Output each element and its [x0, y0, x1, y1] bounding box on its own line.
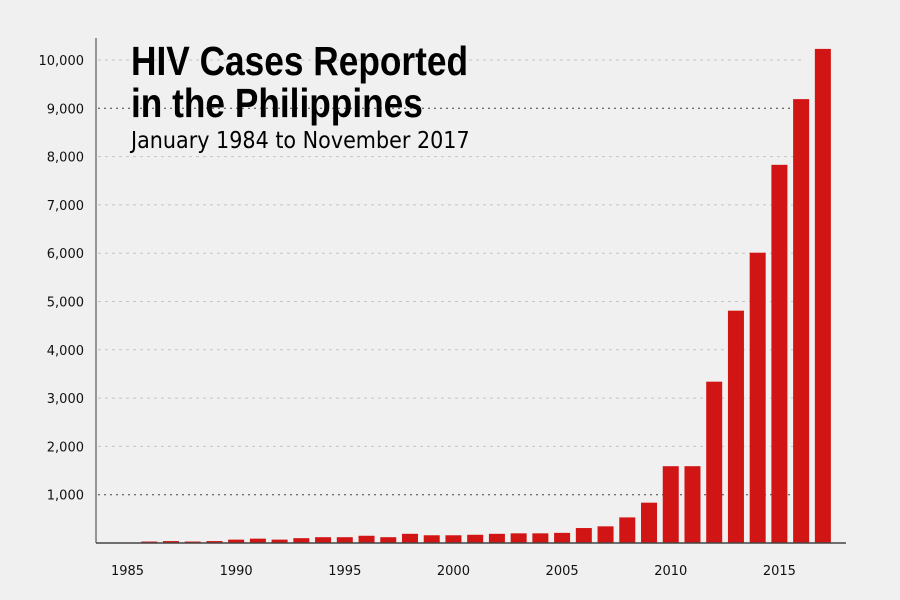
y-tick-label: 6,000: [47, 247, 84, 262]
bar-1989: [206, 541, 223, 543]
bar-2007: [597, 526, 614, 543]
bar-2004: [532, 533, 549, 543]
bar-1987: [162, 541, 179, 543]
bar-1993: [293, 538, 310, 543]
x-tick-label: 2010: [654, 564, 687, 579]
bar-2001: [467, 534, 484, 543]
y-tick-label: 8,000: [47, 151, 84, 166]
x-tick-label: 1995: [328, 564, 361, 579]
bar-2000: [445, 535, 462, 543]
y-tick-label: 3,000: [47, 392, 84, 407]
bar-1999: [423, 535, 440, 543]
y-tick-label: 4,000: [47, 344, 84, 359]
bar-1992: [271, 539, 288, 543]
bar-2014: [749, 252, 766, 544]
chart-subtitle: January 1984 to November 2017: [131, 128, 470, 154]
y-tick-label: 9,000: [47, 102, 84, 117]
bar-1997: [380, 537, 397, 543]
bar-1994: [315, 537, 332, 543]
bar-2006: [575, 528, 592, 543]
bar-2017: [814, 48, 831, 544]
chart-title-line-2: in the Philippines: [131, 80, 423, 126]
bar-1998: [401, 533, 418, 543]
y-tick-label: 10,000: [39, 54, 85, 69]
bar-2011: [684, 466, 701, 543]
chart-title-line-1: HIV Cases Reported: [131, 38, 469, 84]
bar-2002: [488, 533, 505, 543]
bar-2012: [706, 381, 723, 543]
y-tick-label: 1,000: [47, 489, 84, 504]
bar-2015: [771, 164, 788, 543]
bar-1990: [228, 539, 245, 543]
x-tick-label: 1985: [111, 564, 144, 579]
y-tick-label: 5,000: [47, 296, 84, 311]
x-tick-label: 2000: [437, 564, 470, 579]
bar-2005: [554, 532, 571, 543]
bar-2010: [662, 466, 679, 543]
bar-2016: [793, 99, 810, 544]
bar-2013: [727, 310, 744, 543]
bar-2009: [641, 502, 658, 543]
x-tick-label: 2015: [763, 564, 796, 579]
bar-1991: [249, 538, 266, 543]
x-tick-label: 2005: [546, 564, 579, 579]
bar-2003: [510, 533, 527, 543]
x-tick-label: 1990: [220, 564, 253, 579]
bar-1996: [358, 535, 375, 543]
y-tick-label: 7,000: [47, 199, 84, 214]
y-tick-label: 2,000: [47, 440, 84, 455]
bar-2008: [619, 517, 636, 543]
bar-1995: [336, 537, 353, 543]
chart-title: HIV Cases Reported in the Philippines: [131, 40, 468, 124]
